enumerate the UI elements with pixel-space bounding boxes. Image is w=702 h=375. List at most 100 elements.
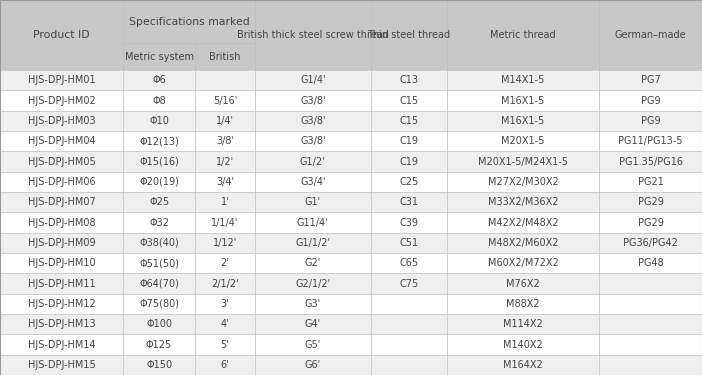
- Text: PG11/PG13-5: PG11/PG13-5: [618, 136, 683, 146]
- Bar: [124, 314, 195, 334]
- Text: Specifications marked: Specifications marked: [128, 16, 249, 27]
- Bar: [0, 212, 124, 233]
- Bar: [124, 273, 195, 294]
- Text: HJS-DPJ-HM12: HJS-DPJ-HM12: [28, 299, 95, 309]
- Bar: [195, 43, 255, 70]
- Bar: [371, 90, 447, 111]
- Bar: [447, 233, 599, 253]
- Text: C15: C15: [399, 116, 418, 126]
- Text: 3': 3': [220, 299, 230, 309]
- Text: C51: C51: [399, 238, 418, 248]
- Text: 5/16': 5/16': [213, 96, 237, 106]
- Text: PG7: PG7: [641, 75, 661, 85]
- Bar: [0, 131, 124, 152]
- Text: 1/1/4': 1/1/4': [211, 217, 239, 228]
- Bar: [447, 294, 599, 314]
- Text: Φ32: Φ32: [149, 217, 169, 228]
- Text: 1/2': 1/2': [216, 157, 234, 166]
- Text: 3/4': 3/4': [216, 177, 234, 187]
- Bar: [255, 90, 371, 111]
- Text: PG21: PG21: [637, 177, 663, 187]
- Bar: [124, 90, 195, 111]
- Bar: [0, 253, 124, 273]
- Text: PG29: PG29: [637, 197, 663, 207]
- Bar: [371, 70, 447, 90]
- Bar: [124, 0, 255, 43]
- Text: PG29: PG29: [637, 217, 663, 228]
- Bar: [447, 70, 599, 90]
- Text: HJS-DPJ-HM14: HJS-DPJ-HM14: [28, 339, 95, 350]
- Text: C31: C31: [399, 197, 418, 207]
- Bar: [124, 294, 195, 314]
- Text: 1/4': 1/4': [216, 116, 234, 126]
- Text: Φ64(70): Φ64(70): [139, 279, 179, 288]
- Bar: [195, 131, 255, 152]
- Text: PG36/PG42: PG36/PG42: [623, 238, 678, 248]
- Text: M14X1-5: M14X1-5: [501, 75, 545, 85]
- Bar: [599, 355, 702, 375]
- Text: M48X2/M60X2: M48X2/M60X2: [488, 238, 558, 248]
- Text: M88X2: M88X2: [506, 299, 540, 309]
- Bar: [599, 111, 702, 131]
- Bar: [195, 355, 255, 375]
- Bar: [195, 212, 255, 233]
- Bar: [0, 172, 124, 192]
- Bar: [195, 233, 255, 253]
- Bar: [255, 334, 371, 355]
- Bar: [0, 70, 124, 90]
- Bar: [447, 334, 599, 355]
- Text: HJS-DPJ-HM13: HJS-DPJ-HM13: [28, 319, 95, 329]
- Text: M140X2: M140X2: [503, 339, 543, 350]
- Bar: [371, 233, 447, 253]
- Bar: [447, 172, 599, 192]
- Text: 6': 6': [220, 360, 230, 370]
- Text: C65: C65: [399, 258, 418, 268]
- Bar: [447, 90, 599, 111]
- Text: Metric thread: Metric thread: [490, 30, 556, 40]
- Text: Φ100: Φ100: [146, 319, 172, 329]
- Bar: [255, 192, 371, 212]
- Bar: [599, 70, 702, 90]
- Bar: [0, 90, 124, 111]
- Bar: [371, 152, 447, 172]
- Bar: [599, 152, 702, 172]
- Text: G1/1/2': G1/1/2': [296, 238, 330, 248]
- Bar: [195, 273, 255, 294]
- Text: HJS-DPJ-HM10: HJS-DPJ-HM10: [28, 258, 95, 268]
- Bar: [124, 131, 195, 152]
- Text: G3/4': G3/4': [300, 177, 326, 187]
- Bar: [255, 152, 371, 172]
- Bar: [599, 314, 702, 334]
- Text: German–made: German–made: [615, 30, 687, 40]
- Bar: [599, 90, 702, 111]
- Text: Φ75(80): Φ75(80): [139, 299, 179, 309]
- Bar: [599, 212, 702, 233]
- Text: 1': 1': [220, 197, 230, 207]
- Text: 1/12': 1/12': [213, 238, 237, 248]
- Bar: [371, 212, 447, 233]
- Text: 3/8': 3/8': [216, 136, 234, 146]
- Bar: [599, 192, 702, 212]
- Bar: [124, 253, 195, 273]
- Bar: [0, 355, 124, 375]
- Bar: [0, 192, 124, 212]
- Bar: [195, 294, 255, 314]
- Text: HJS-DPJ-HM11: HJS-DPJ-HM11: [28, 279, 95, 288]
- Text: M33X2/M36X2: M33X2/M36X2: [488, 197, 558, 207]
- Bar: [599, 131, 702, 152]
- Bar: [255, 172, 371, 192]
- Bar: [124, 355, 195, 375]
- Text: Φ38(40): Φ38(40): [139, 238, 179, 248]
- Bar: [124, 111, 195, 131]
- Bar: [371, 111, 447, 131]
- Text: PG9: PG9: [641, 96, 661, 106]
- Bar: [124, 192, 195, 212]
- Text: HJS-DPJ-HM15: HJS-DPJ-HM15: [28, 360, 95, 370]
- Bar: [255, 233, 371, 253]
- Bar: [255, 212, 371, 233]
- Bar: [0, 314, 124, 334]
- Text: G5': G5': [305, 339, 321, 350]
- Bar: [371, 334, 447, 355]
- Text: PG48: PG48: [637, 258, 663, 268]
- Text: 4': 4': [220, 319, 230, 329]
